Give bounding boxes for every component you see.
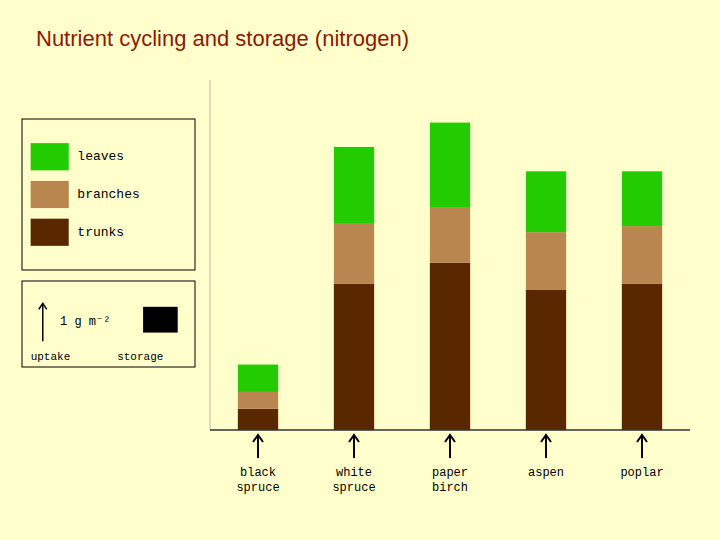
bar-segment	[622, 284, 662, 430]
x-tick-label-line: black	[240, 466, 276, 480]
arrow-head	[445, 435, 455, 442]
bar-segment	[622, 226, 662, 284]
x-tick-label-line: white	[336, 466, 372, 480]
legend-swatch	[31, 143, 69, 170]
arrow-head	[253, 435, 263, 442]
uptake-arrow	[349, 435, 359, 458]
y-axis-line	[210, 80, 211, 430]
title: Nutrient cycling and storage (nitrogen)	[36, 26, 409, 51]
scale-uptake-label: uptake	[31, 351, 71, 363]
scale-unit: 1 g m⁻²	[60, 315, 110, 329]
legend: leaves branches trunks	[22, 119, 195, 270]
bar-segment	[238, 365, 278, 392]
bar-segment	[430, 123, 470, 208]
uptake-arrow	[253, 435, 263, 458]
bar-segment	[238, 392, 278, 409]
uptake-arrow	[541, 435, 551, 458]
x-tick-label: aspen	[528, 466, 564, 480]
scale-arrow-head	[39, 303, 47, 309]
bar-segment	[430, 208, 470, 263]
bar-segment	[334, 223, 374, 284]
bar-segment	[622, 171, 662, 226]
arrow-head	[349, 435, 359, 442]
arrow-shaft	[257, 436, 259, 458]
bar-segment	[526, 232, 566, 290]
x-tick-label-line: aspen	[528, 466, 564, 480]
bar-segment	[430, 263, 470, 430]
x-tick-label-line: birch	[432, 481, 468, 495]
bar-segment	[526, 171, 566, 232]
scale-arrow-shaft	[42, 303, 44, 341]
bar-segment	[334, 147, 374, 223]
legend-label: branches	[77, 187, 139, 202]
legend-swatch	[31, 219, 69, 246]
scale-storage-label: storage	[117, 351, 163, 363]
arrow-head	[637, 435, 647, 442]
uptake-arrow	[637, 435, 647, 458]
x-tick-label-line: spruce	[332, 481, 375, 495]
x-tick-label-line: poplar	[620, 466, 663, 480]
arrow-shaft	[449, 436, 451, 458]
bars	[238, 123, 662, 430]
legend-box	[22, 119, 195, 270]
x-tick-label: whitespruce	[332, 466, 375, 495]
legend-label: leaves	[77, 149, 124, 164]
bar-segment	[238, 409, 278, 430]
x-tick-label: blackspruce	[236, 466, 279, 495]
x-tick-label: paperbirch	[432, 466, 468, 495]
scale-box: 1 g m⁻² uptake storage	[22, 281, 195, 367]
legend-swatch	[31, 181, 69, 208]
scale-frame	[22, 281, 195, 367]
storage-square	[143, 307, 178, 333]
arrow-shaft	[545, 436, 547, 458]
legend-label: trunks	[77, 225, 124, 240]
chart: Nutrient cycling and storage (nitrogen) b…	[0, 0, 720, 540]
arrow-shaft	[353, 436, 355, 458]
x-tick-label-line: spruce	[236, 481, 279, 495]
background	[0, 0, 720, 540]
x-tick-label: poplar	[620, 466, 663, 480]
x-tick-label-line: paper	[432, 466, 468, 480]
arrow-shaft	[641, 436, 643, 458]
arrow-head	[541, 435, 551, 442]
bar-segment	[334, 284, 374, 430]
bar-segment	[526, 290, 566, 430]
uptake-arrow	[445, 435, 455, 458]
x-axis-line	[210, 429, 690, 431]
